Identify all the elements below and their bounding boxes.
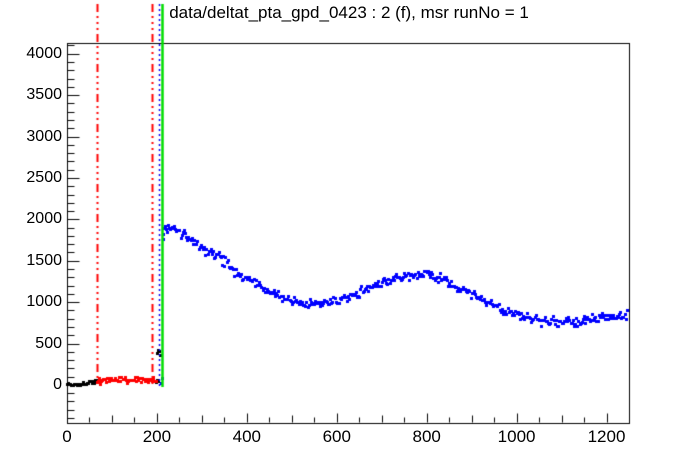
y-tick-label: 500 <box>35 334 62 352</box>
x-tick-label: 800 <box>412 427 441 446</box>
plot-title: data/deltat_pta_gpd_0423 : 2 (f), msr ru… <box>169 3 529 22</box>
y-tick-label: 1000 <box>26 293 62 311</box>
x-tick-label: 0 <box>62 427 72 446</box>
y-tick-label: 3500 <box>26 86 62 104</box>
y-tick-label: 1500 <box>26 251 62 269</box>
x-tick-label: 600 <box>322 427 351 446</box>
y-tick-label: 2000 <box>26 210 62 228</box>
y-tick-label: 2500 <box>26 168 62 186</box>
x-tick-label: 1200 <box>587 427 626 446</box>
x-tick-label: 400 <box>232 427 262 446</box>
y-tick-label: 0 <box>53 375 62 393</box>
x-tick-label: 1000 <box>497 427 536 446</box>
y-tick-label: 4000 <box>26 44 62 62</box>
x-tick-label: 200 <box>142 427 172 446</box>
y-tick-label: 3000 <box>26 127 62 145</box>
